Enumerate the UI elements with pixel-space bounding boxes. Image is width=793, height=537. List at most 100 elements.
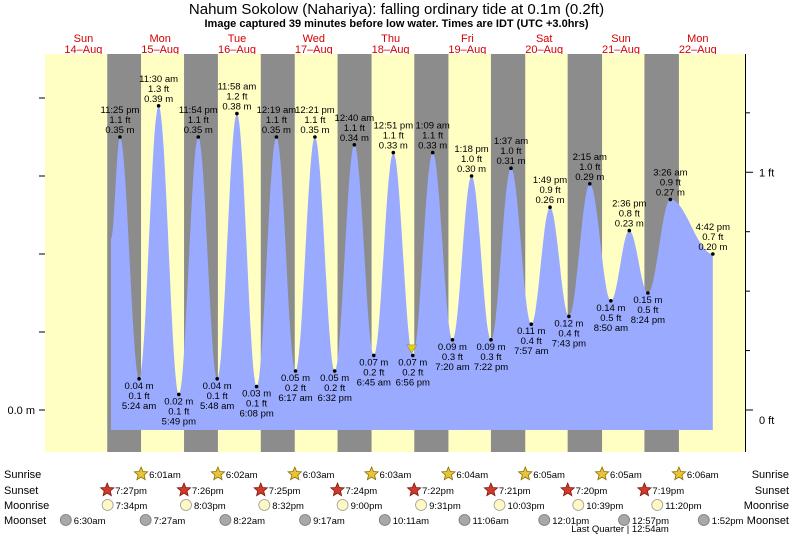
moonrise-time: 8:32pm <box>272 501 304 512</box>
moonrise-moon-icon <box>336 499 349 511</box>
tide-label: 12:19 am <box>257 105 297 116</box>
right-axis-1ft-label: 1 ft <box>759 167 774 179</box>
tide-label: 0.34 m <box>340 133 369 144</box>
tide-label: 0.5 ft <box>637 305 658 316</box>
tide-label: 1.3 ft <box>148 84 169 95</box>
tide-label: 0.1 ft <box>246 399 267 410</box>
moonrise-time: 11:20pm <box>665 501 701 512</box>
sunset-star-icon <box>559 481 576 497</box>
tide-label: 12:40 am <box>335 113 375 124</box>
tide-label: 2:36 pm <box>612 199 646 210</box>
sunrise-time: 6:01am <box>149 470 181 481</box>
tide-label: 1.1 ft <box>188 115 209 126</box>
low-tide-point <box>529 322 534 327</box>
tide-label: 0.35 m <box>262 125 291 136</box>
tide-label: 0.26 m <box>536 195 565 206</box>
tide-label: 1.2 ft <box>226 92 247 103</box>
tide-label: 0.8 ft <box>619 209 640 220</box>
moonrise-time: 10:03pm <box>508 501 545 512</box>
day-name: Sat <box>536 33 553 45</box>
tide-label: 2:15 am <box>573 152 607 163</box>
low-tide-point <box>489 338 493 342</box>
day-headers: Sun14–AugMon15–AugTue16–AugWed17–AugThu1… <box>64 33 716 56</box>
moonset-moon-icon <box>618 514 630 526</box>
tide-label: 5:48 am <box>200 401 234 412</box>
tide-label: 0.11 m <box>517 326 545 337</box>
low-tide-point <box>410 353 415 358</box>
moonset-moon-icon <box>219 514 232 526</box>
tide-label: 0.29 m <box>575 172 604 183</box>
tide-label: 0.39 m <box>144 94 173 105</box>
sunset-star-icon <box>99 481 115 497</box>
tide-label: 0.38 m <box>222 102 251 113</box>
tide-label: 1.1 ft <box>266 115 287 126</box>
tide-label: 0.02 m <box>164 396 193 407</box>
tide-label: 0.33 m <box>379 141 408 152</box>
tide-label: 6:17 am <box>278 393 312 404</box>
tide-label: 0.35 m <box>184 125 213 136</box>
tide-label: 0.9 ft <box>539 185 560 196</box>
row-label-left-moonrise: Moonrise <box>4 500 49 512</box>
high-tide-point <box>274 135 279 139</box>
tide-label: 0.03 m <box>242 389 271 400</box>
moonrise-moon-icon <box>101 499 114 511</box>
tide-label: 5:49 pm <box>162 416 196 427</box>
day-date: 19–Aug <box>448 44 486 56</box>
moonrise-time: 9:00pm <box>351 501 383 512</box>
sunset-time: 7:27pm <box>115 486 147 497</box>
moonrise-moon-icon <box>572 499 585 511</box>
low-tide-point <box>646 291 650 295</box>
low-tide-point <box>254 384 259 389</box>
moonrise-time: 9:31pm <box>429 501 461 512</box>
sunrise-star-icon <box>440 465 457 481</box>
tide-label: 0.1 ft <box>129 391 150 402</box>
tide-labels: 11:25 pm1.1 ft0.35 m0.04 m0.1 ft5:24 am1… <box>100 74 730 428</box>
tide-label: 0.31 m <box>496 156 525 167</box>
tide-label: 1:18 pm <box>454 144 488 155</box>
tide-label: 0.23 m <box>615 219 644 230</box>
day-name: Sun <box>611 33 631 45</box>
sunset-star-icon <box>253 481 269 497</box>
tide-curve <box>111 105 713 431</box>
moonset-time: 12:01pm <box>552 516 589 527</box>
moonset-time: 6:30am <box>74 516 106 527</box>
sunrise-star-icon <box>363 465 380 481</box>
tide-label: 0.35 m <box>105 125 134 136</box>
high-tide-point <box>352 143 357 147</box>
tide-label: 11:30 am <box>139 74 178 85</box>
low-tide-point <box>372 353 376 358</box>
tide-label: 0.4 ft <box>558 328 579 339</box>
tide-label: 0.35 m <box>300 125 329 136</box>
day-date: 17–Aug <box>295 44 333 56</box>
sunset-star-icon <box>176 481 192 497</box>
tide-label: 1.0 ft <box>579 162 600 173</box>
tide-label: 0.33 m <box>418 141 447 152</box>
high-tide-point <box>235 111 239 116</box>
axes: 0.0 m 1 ft 0 ft <box>7 54 774 452</box>
tide-label: 0.2 ft <box>402 367 423 378</box>
day-name: Thu <box>381 33 400 45</box>
high-tide-point <box>118 135 122 139</box>
day-date: 21–Aug <box>602 44 640 56</box>
row-label-right-moonset: Moonset <box>747 515 789 527</box>
high-tide-point <box>196 135 201 139</box>
moonset-time: 7:27am <box>154 516 186 527</box>
tide-label: 0.07 m <box>359 357 388 368</box>
sunrise-time: 6:02am <box>226 470 258 481</box>
day-date: 22–Aug <box>679 44 717 56</box>
tide-label: 0.12 m <box>554 318 583 329</box>
current-tide-marker <box>406 344 418 354</box>
moonrise-time: 8:03pm <box>194 501 226 512</box>
moonrise-time: 7:34pm <box>116 501 148 512</box>
tide-label: 0.20 m <box>698 242 727 253</box>
sunset-star-icon <box>406 481 422 497</box>
tide-label: 0.3 ft <box>442 352 463 363</box>
tide-label: 0.04 m <box>203 381 232 392</box>
sunset-time: 7:19pm <box>652 486 684 497</box>
day-name: Wed <box>303 33 325 45</box>
tide-label: 1:37 am <box>494 136 528 147</box>
day-name: Mon <box>687 33 708 45</box>
moonset-moon-icon <box>458 514 471 526</box>
row-label-left-sunrise: Sunrise <box>4 469 41 481</box>
